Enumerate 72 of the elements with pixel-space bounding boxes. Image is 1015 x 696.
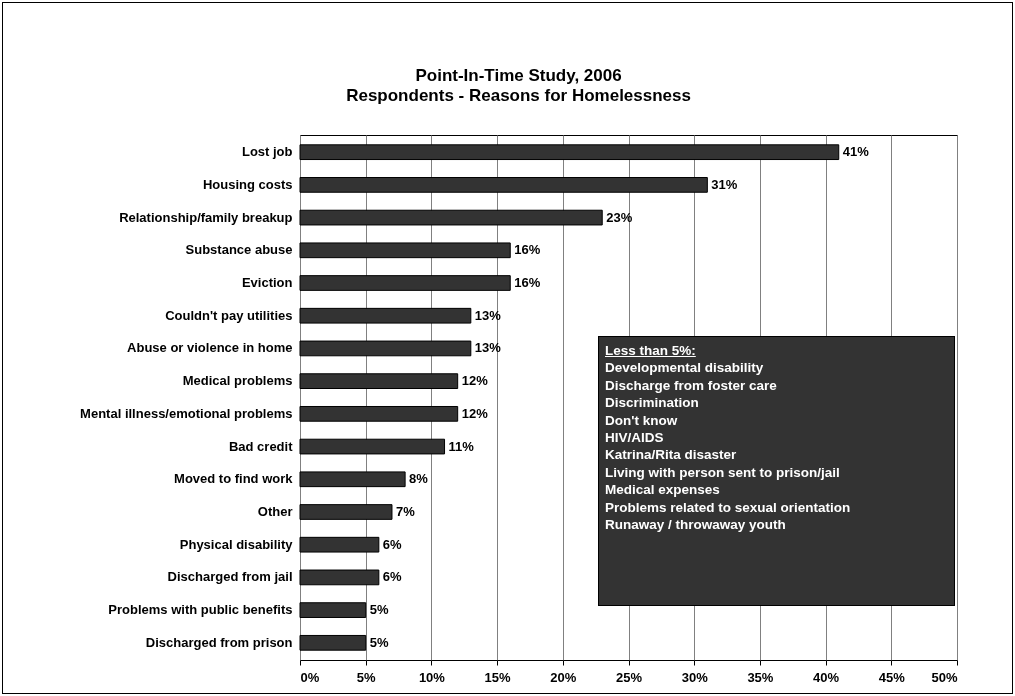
data-label: 5% [369,634,389,650]
data-label: 41% [842,144,870,160]
bar [299,438,446,455]
data-label: 23% [606,209,633,225]
bar [299,144,840,161]
y-tick-label: Discharged from jail [167,569,293,585]
data-label: 6% [382,536,403,552]
y-tick-label: Lost job [241,144,293,160]
data-label: 12% [461,405,489,421]
y-tick-label: Medical problems [182,373,293,389]
y-tick-label: Discharged from prison [145,634,293,650]
data-label: 8% [409,471,429,487]
bar [299,307,472,324]
data-label: 7% [395,503,416,519]
y-tick-label: Bad credit [228,438,294,454]
x-tick-label: 35% [747,669,774,685]
bar [299,177,708,193]
x-tick-label: 45% [878,669,906,685]
x-tick-label: 25% [615,669,643,685]
annotation: Runaway / throwaway youth [605,516,787,534]
data-label: 5% [369,602,389,618]
y-tick-label: Substance abuse [185,242,293,258]
bar [299,634,367,651]
data-label: 6% [382,569,403,585]
y-tick-label: Couldn't pay utilities [165,307,293,323]
data-label: 16% [514,275,541,291]
bar [299,569,380,586]
y-tick-label: Abuse or violence in home [127,340,293,356]
y-tick-label: Moved to find work [174,471,294,487]
data-label: 11% [448,438,475,454]
annotation: Medical expenses [605,481,721,499]
annotation: Less than 5%: [605,342,697,360]
data-label: 12% [461,373,489,389]
y-tick-label: Other [257,503,293,519]
annotation: HIV/AIDS [605,429,665,447]
bar [299,209,603,226]
x-tick-label: 15% [484,669,512,685]
data-label: 13% [474,340,502,356]
bar [299,242,511,259]
data-label: 16% [514,242,541,258]
x-tick-label: 0% [300,669,320,685]
chart-subtitle: Respondents - Reasons for Homelessness [346,86,691,105]
bar [299,406,459,422]
y-tick-label: Mental illness/emotional problems [80,405,293,421]
y-tick-label: Housing costs [202,176,293,192]
x-tick-label: 30% [681,669,709,685]
bar [299,536,380,553]
x-tick-label: 5% [356,669,377,685]
bar [299,602,367,618]
y-tick-label: Relationship/family breakup [119,209,293,225]
x-tick-label: 20% [550,669,577,685]
bar [299,340,472,357]
x-tick-label: 50% [931,669,958,685]
bar [299,275,511,291]
y-tick-label: Eviction [241,275,293,291]
annotation: Discharge from foster care [605,376,778,395]
bar [299,504,393,520]
data-label: 13% [474,307,502,323]
x-tick-label: 40% [813,669,840,685]
bar [299,373,459,389]
chart-title: Point-In-Time Study, 2006 [415,66,622,85]
x-tick-label: 10% [418,669,446,685]
y-tick-label: Problems with public benefits [108,602,293,618]
annotation: Problems related to sexual orientation [605,498,852,517]
annotation: Discrimination [605,394,700,412]
annotation: Katrina/Rita disaster [605,446,738,464]
data-label: 31% [711,176,738,192]
y-tick-label: Physical disability [179,536,294,552]
bar [299,471,406,488]
annotation: Don't know [605,411,679,430]
annotation: Developmental disability [605,359,765,377]
annotation: Living with person sent to prison/jail [605,463,841,482]
